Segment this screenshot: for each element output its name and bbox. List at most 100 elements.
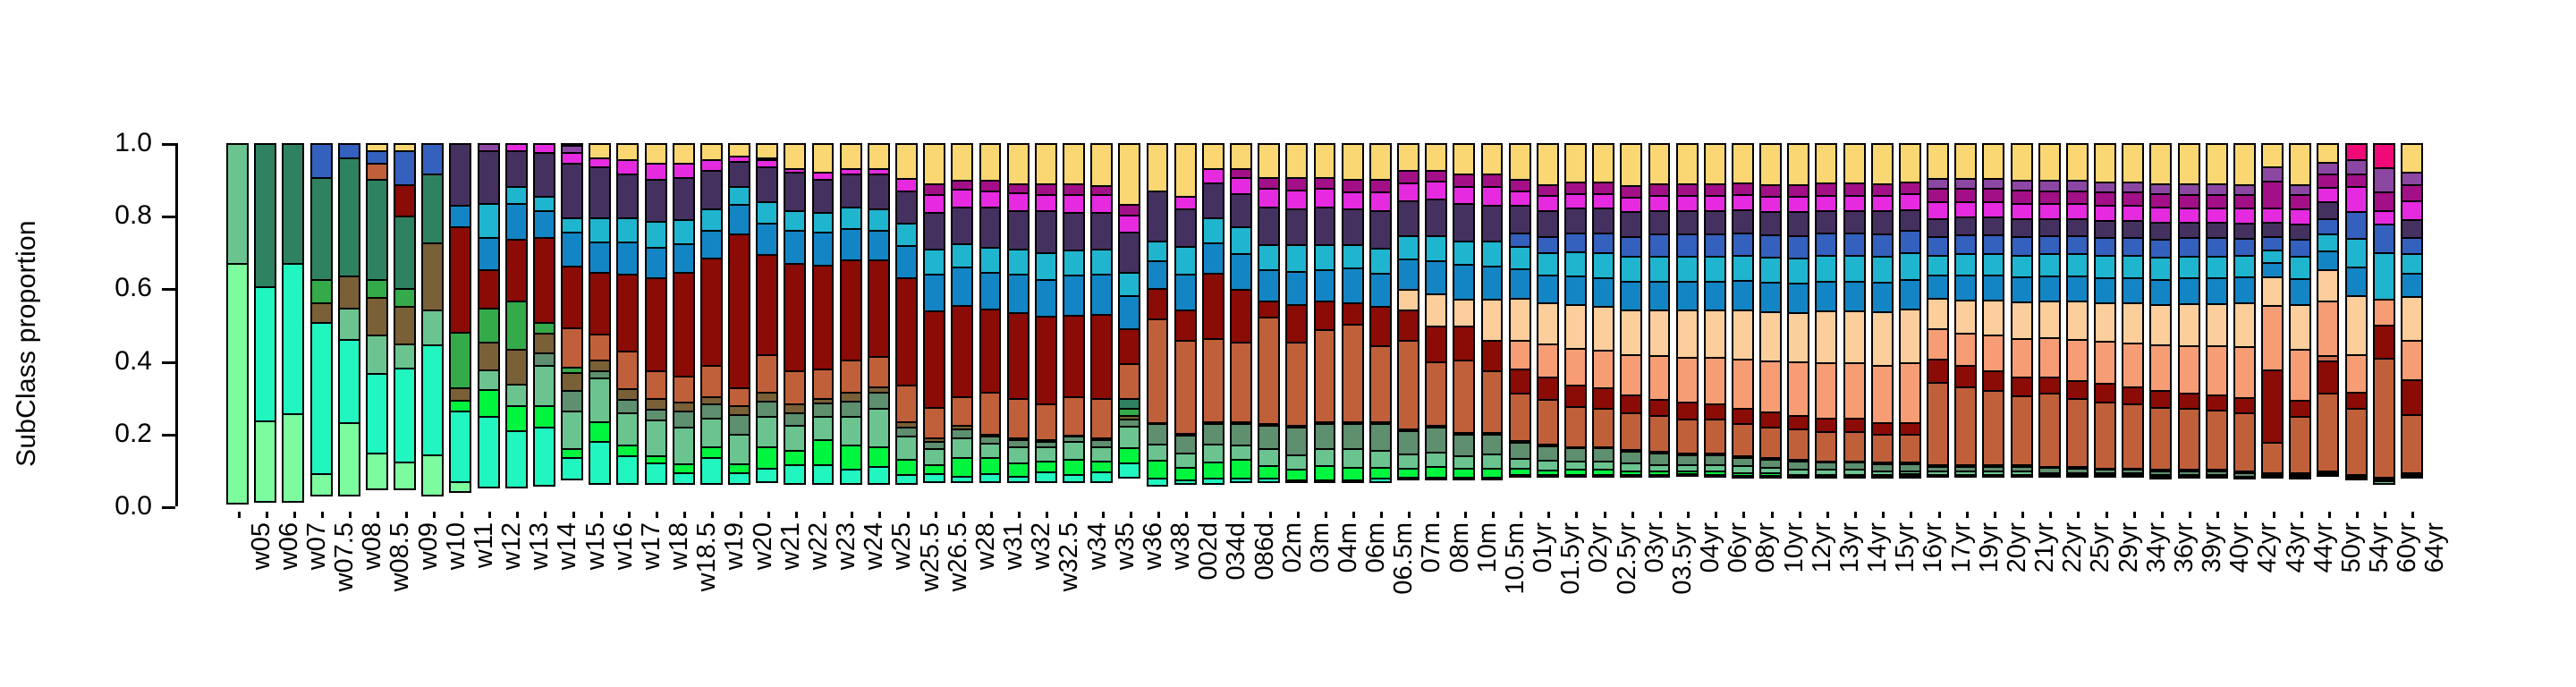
bar-segment <box>1843 280 1866 312</box>
stacked-bar[interactable] <box>254 143 277 506</box>
stacked-bar[interactable] <box>2261 143 2284 506</box>
stacked-bar[interactable] <box>979 143 1002 506</box>
stacked-bar[interactable] <box>449 143 472 506</box>
stacked-bar[interactable] <box>2317 143 2340 506</box>
stacked-bar[interactable] <box>1982 143 2005 506</box>
stacked-bar[interactable] <box>699 143 723 506</box>
stacked-bar[interactable] <box>923 143 946 506</box>
stacked-bar[interactable] <box>895 143 918 506</box>
stacked-bar[interactable] <box>337 143 360 506</box>
stacked-bar[interactable] <box>1536 143 1559 506</box>
stacked-bar[interactable] <box>1815 143 1838 506</box>
stacked-bar[interactable] <box>728 143 750 506</box>
stacked-bar[interactable] <box>504 143 528 506</box>
stacked-bar[interactable] <box>365 143 388 506</box>
stacked-bar[interactable] <box>561 143 583 506</box>
bar-segment <box>254 286 277 423</box>
stacked-bar[interactable] <box>1675 143 1699 506</box>
stacked-bar[interactable] <box>672 143 695 506</box>
stacked-bar[interactable] <box>2344 143 2368 506</box>
stacked-bar[interactable] <box>616 143 640 506</box>
x-axis-tick <box>1129 512 1132 518</box>
stacked-bar[interactable] <box>644 143 667 506</box>
x-axis-tick <box>516 512 520 518</box>
stacked-bar[interactable] <box>2289 143 2312 506</box>
x-axis-tick-label: w18 <box>665 522 694 571</box>
stacked-bar[interactable] <box>1648 143 1671 506</box>
bar-segment <box>1230 342 1252 424</box>
stacked-bar[interactable] <box>2065 143 2089 506</box>
stacked-bar[interactable] <box>839 143 862 506</box>
bar-segment <box>1787 311 1810 364</box>
stacked-bar[interactable] <box>2233 143 2256 506</box>
stacked-bar[interactable] <box>1787 143 1810 506</box>
stacked-bar[interactable] <box>1453 143 1476 506</box>
stacked-bar[interactable] <box>1368 143 1392 506</box>
stacked-bar[interactable] <box>1258 143 1281 506</box>
bar-segment <box>1118 143 1141 207</box>
stacked-bar[interactable] <box>2205 143 2228 506</box>
stacked-bar[interactable] <box>2400 143 2423 506</box>
stacked-bar[interactable] <box>1397 143 1419 506</box>
stacked-bar[interactable] <box>1034 143 1057 506</box>
stacked-bar[interactable] <box>1285 143 1309 506</box>
stacked-bar[interactable] <box>1759 143 1783 506</box>
stacked-bar[interactable] <box>1006 143 1030 506</box>
stacked-bar[interactable] <box>226 143 250 506</box>
stacked-bar[interactable] <box>1927 143 1950 506</box>
bar-segment <box>728 204 750 235</box>
x-axis-tick <box>878 512 882 518</box>
bar-segment <box>2010 338 2033 379</box>
stacked-bar[interactable] <box>2372 143 2395 506</box>
stacked-bar[interactable] <box>1425 143 1448 506</box>
stacked-bar[interactable] <box>1732 143 1754 506</box>
stacked-bar[interactable] <box>309 143 333 506</box>
stacked-bar[interactable] <box>1230 143 1252 506</box>
stacked-bar[interactable] <box>1063 143 1085 506</box>
bar-segment <box>2010 143 2033 182</box>
stacked-bar[interactable] <box>867 143 890 506</box>
stacked-bar[interactable] <box>1480 143 1504 506</box>
stacked-bar[interactable] <box>477 143 500 506</box>
stacked-bar[interactable] <box>1870 143 1894 506</box>
stacked-bar[interactable] <box>2122 143 2145 506</box>
stacked-bar[interactable] <box>1954 143 1978 506</box>
stacked-bar[interactable] <box>394 143 417 506</box>
bar-segment <box>951 437 974 460</box>
stacked-bar[interactable] <box>1174 143 1197 506</box>
stacked-bar[interactable] <box>1843 143 1866 506</box>
stacked-bar[interactable] <box>589 143 612 506</box>
stacked-bar[interactable] <box>2038 143 2061 506</box>
stacked-bar[interactable] <box>1620 143 1643 506</box>
bar-segment <box>1313 143 1336 180</box>
stacked-bar[interactable] <box>2010 143 2033 506</box>
bar-segment <box>1787 211 1810 238</box>
stacked-bar[interactable] <box>532 143 555 506</box>
stacked-bar[interactable] <box>1313 143 1336 506</box>
bar-segment <box>1982 275 2005 302</box>
stacked-bar[interactable] <box>282 143 305 506</box>
stacked-bar[interactable] <box>1898 143 1921 506</box>
stacked-bar[interactable] <box>1703 143 1726 506</box>
stacked-bar[interactable] <box>784 143 807 506</box>
stacked-bar[interactable] <box>1201 143 1224 506</box>
stacked-bar[interactable] <box>811 143 835 506</box>
stacked-bar[interactable] <box>1341 143 1364 506</box>
stacked-bar[interactable] <box>421 143 445 506</box>
stacked-bar[interactable] <box>1146 143 1169 506</box>
bar-segment <box>1648 143 1671 186</box>
stacked-bar[interactable] <box>1090 143 1114 506</box>
bar-segment <box>282 143 305 265</box>
stacked-bar[interactable] <box>2177 143 2200 506</box>
stacked-bar[interactable] <box>1592 143 1615 506</box>
stacked-bar[interactable] <box>756 143 779 506</box>
stacked-bar[interactable] <box>1118 143 1141 506</box>
stacked-bar[interactable] <box>951 143 974 506</box>
stacked-bar[interactable] <box>1508 143 1531 506</box>
bar-segment <box>1898 362 1921 424</box>
bar-segment <box>1759 360 1783 414</box>
stacked-bar[interactable] <box>1564 143 1587 506</box>
stacked-bar[interactable] <box>2149 143 2173 506</box>
stacked-bar[interactable] <box>2094 143 2117 506</box>
bar-segment <box>2344 477 2368 481</box>
